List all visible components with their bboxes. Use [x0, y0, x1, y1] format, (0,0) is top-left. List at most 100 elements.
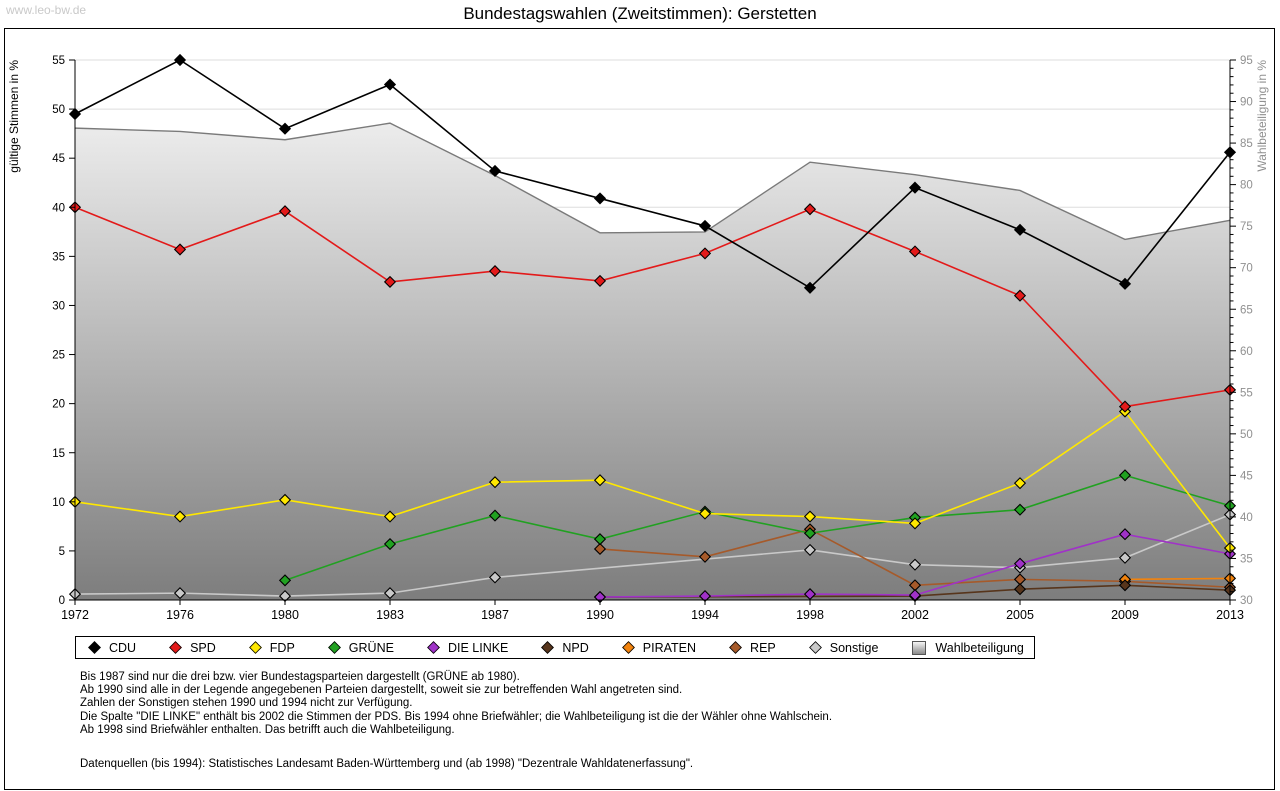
diamond-swatch-icon — [808, 641, 822, 654]
right-axis-tick-label: 45 — [1240, 470, 1253, 482]
diamond-swatch-icon — [248, 641, 262, 654]
legend-label: REP — [750, 640, 776, 655]
diamond-swatch-icon — [88, 641, 101, 654]
legend-label: PIRATEN — [642, 640, 697, 655]
series-spd — [68, 201, 1237, 413]
left-axis-tick-label: 25 — [52, 350, 65, 362]
series-fdp — [68, 405, 1237, 555]
data-point-sonstige — [173, 587, 187, 600]
right-axis-tick-label: 90 — [1240, 97, 1253, 109]
data-point-fdp — [803, 510, 817, 523]
data-point-npd — [1013, 583, 1027, 596]
data-point-cdu — [908, 181, 922, 194]
turnout-swatch-icon — [912, 640, 927, 655]
data-point-spd — [803, 203, 817, 216]
x-axis-year-label: 1983 — [376, 608, 404, 622]
data-point-cdu — [173, 53, 187, 67]
legend-item-die-linke: DIE LINKE — [427, 640, 509, 655]
left-axis-tick-label: 55 — [52, 55, 65, 67]
x-axis-year-label: 1998 — [796, 608, 824, 622]
x-axis-year-label: 1990 — [586, 608, 614, 622]
x-axis-year-label: 1987 — [481, 608, 509, 622]
data-point-gr-ne — [593, 533, 607, 546]
left-axis-tick-label: 20 — [52, 399, 65, 411]
x-axis-year-label: 1972 — [61, 608, 89, 622]
axes: 0 5 10 15 20 25 30 35 40 45 50 55 30 35 40 45 50 55 60 65 70… — [7, 55, 1269, 622]
left-axis-title: gültige Stimmen in % — [7, 60, 21, 173]
data-point-spd — [383, 275, 397, 288]
data-point-cdu — [1013, 223, 1027, 236]
legend-label: Sonstige — [829, 640, 879, 655]
data-point-fdp — [173, 510, 187, 523]
data-point-spd — [173, 243, 187, 256]
data-point-rep — [593, 542, 607, 556]
right-axis-tick-label: 35 — [1240, 553, 1253, 565]
election-chart: 0 5 10 15 20 25 30 35 40 45 50 55 30 35 40 45 50 55 60 65 70… — [7, 53, 1269, 622]
data-point-cdu — [593, 192, 607, 205]
data-point-spd — [1013, 289, 1027, 302]
right-axis-tick-label: 95 — [1240, 55, 1253, 67]
data-point-cdu — [1118, 277, 1132, 290]
data-point-spd — [278, 205, 292, 218]
turnout-area — [74, 122, 1231, 600]
series-sonstige — [68, 508, 1237, 603]
right-axis-tick-label: 75 — [1240, 221, 1253, 233]
data-point-cdu — [383, 78, 397, 91]
data-point-spd — [698, 247, 712, 260]
series-piraten — [1118, 572, 1237, 586]
right-axis-tick-label: 85 — [1240, 138, 1253, 150]
data-point-gr-ne — [1013, 503, 1027, 516]
data-point-cdu — [803, 281, 817, 294]
footnote-line: Ab 1998 sind Briefwähler enthalten. Das … — [80, 723, 455, 736]
data-point-fdp — [1013, 477, 1027, 490]
x-axis-year-label: 1980 — [271, 608, 299, 622]
legend-label: GRÜNE — [348, 640, 394, 655]
x-axis-year-label: 2005 — [1006, 608, 1034, 622]
data-point-sonstige — [803, 543, 817, 557]
footnotes: Bis 1987 sind nur die drei bzw. vier Bun… — [80, 671, 832, 771]
series-cdu — [68, 53, 1237, 294]
footnote-line: Ab 1990 sind alle in der Legende angegeb… — [80, 684, 683, 697]
data-point-cdu — [698, 219, 712, 233]
data-point-sonstige — [1118, 551, 1132, 564]
data-point-npd — [1118, 579, 1132, 592]
data-point-gr-ne — [803, 527, 817, 540]
legend-item-fdp: FDP — [248, 640, 295, 655]
data-point-die-linke — [803, 588, 817, 601]
page-title: Bundestagswahlen (Zweitstimmen): Gerstet… — [463, 4, 817, 23]
right-axis-title: Wahlbeteiligung in % — [1255, 60, 1269, 172]
legend-item-gr-ne: GRÜNE — [327, 640, 394, 655]
x-axis-year-label: 2013 — [1216, 608, 1244, 622]
data-point-die-linke — [1013, 557, 1027, 570]
x-axis-year-label: 1994 — [691, 608, 719, 622]
legend-label: NPD — [562, 640, 589, 655]
legend-item-wahlbeteiligung: Wahlbeteiligung — [912, 640, 1024, 655]
legend-item-spd: SPD — [169, 641, 216, 655]
data-point-gr-ne — [488, 509, 502, 522]
data-point-spd — [488, 265, 502, 278]
data-point-fdp — [278, 493, 292, 506]
data-point-gr-ne — [278, 574, 292, 587]
x-axis-year-label: 1976 — [166, 608, 194, 622]
right-axis-tick-label: 70 — [1240, 263, 1253, 275]
footnote-line: Bis 1987 sind nur die drei bzw. vier Bun… — [80, 671, 520, 683]
right-axis-tick-label: 40 — [1240, 512, 1253, 524]
left-axis-tick-label: 15 — [52, 448, 65, 460]
right-axis-tick-label: 60 — [1240, 346, 1253, 358]
right-axis-tick-label: 30 — [1240, 595, 1253, 607]
right-axis-tick-label: 80 — [1240, 180, 1253, 192]
data-point-fdp — [593, 474, 607, 487]
data-point-spd — [593, 274, 607, 287]
x-axis-year-label: 2009 — [1111, 608, 1139, 622]
right-axis-tick-label: 50 — [1240, 429, 1253, 441]
left-axis-tick-label: 40 — [52, 202, 65, 214]
legend-item-piraten: PIRATEN — [621, 640, 697, 655]
data-point-sonstige — [908, 558, 922, 571]
diamond-swatch-icon — [169, 641, 182, 654]
diamond-swatch-icon — [427, 641, 440, 654]
legend-label: FDP — [269, 640, 295, 655]
right-axis-tick-label: 55 — [1240, 387, 1253, 399]
data-point-fdp — [698, 507, 712, 520]
legend-label: DIE LINKE — [447, 640, 509, 655]
